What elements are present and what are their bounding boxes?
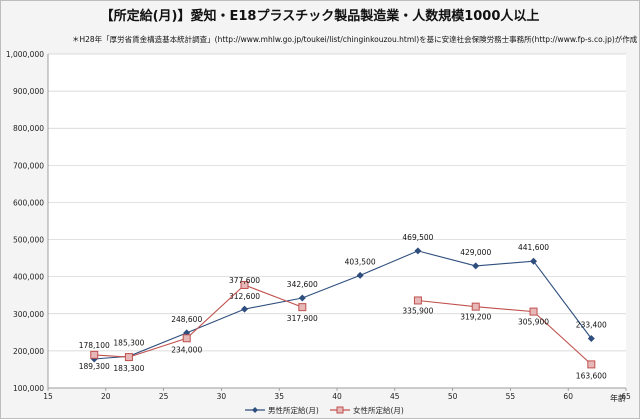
data-point-marker (90, 350, 99, 359)
data-point-marker (124, 353, 133, 362)
x-tick-label: 25 (159, 392, 169, 401)
data-label: 469,500 (402, 233, 433, 242)
data-label: 429,000 (460, 248, 491, 257)
data-point-marker (298, 303, 307, 312)
y-tick-label: 900,000 (13, 87, 44, 96)
series-line (417, 299, 592, 365)
data-point-marker (182, 334, 191, 343)
data-point-marker (587, 334, 595, 342)
series-line (94, 250, 592, 360)
legend-marker-male (252, 407, 258, 413)
data-point-marker (240, 280, 249, 289)
data-label: 234,000 (171, 345, 202, 354)
x-tick-label: 60 (563, 392, 573, 401)
plot-area (48, 54, 626, 388)
data-label: 248,600 (171, 315, 202, 324)
data-point-marker (529, 307, 538, 316)
y-tick-label: 1,000,000 (6, 50, 44, 59)
data-point-marker (356, 271, 364, 279)
data-label: 185,300 (113, 338, 144, 347)
y-tick-label: 300,000 (13, 310, 44, 319)
y-tick-label: 700,000 (13, 161, 44, 170)
x-tick-label: 20 (101, 392, 111, 401)
y-tick-label: 100,000 (13, 384, 44, 393)
data-label: 441,600 (518, 243, 549, 252)
data-point-marker (472, 262, 480, 270)
y-tick-label: 600,000 (13, 198, 44, 207)
data-point-marker (414, 247, 422, 255)
chart-title: 【所定給(月)】愛知・E18プラスチック製品製造業・人数規模1000人以上 (101, 8, 540, 24)
data-label: 183,300 (113, 364, 144, 373)
data-point-marker (413, 296, 422, 305)
legend-item-male: 男性所定給(月) (245, 405, 319, 415)
x-tick-label: 15 (43, 392, 53, 401)
legend: 男性所定給(月) 女性所定給(月) (245, 405, 404, 415)
data-point-marker (241, 305, 249, 313)
data-label: 377,600 (229, 276, 260, 285)
x-tick-label: 65 (621, 392, 631, 401)
x-tick-label: 45 (390, 392, 400, 401)
series-female: 189,300 183,300 234,000 377,600 317,900 335,9… (79, 276, 607, 380)
x-axis-label: 年齢 (610, 393, 626, 403)
data-label: 403,500 (345, 257, 376, 266)
data-label: 163,600 (576, 371, 607, 380)
x-tick-label: 55 (506, 392, 516, 401)
data-label: 305,900 (518, 318, 549, 327)
legend-label-female: 女性所定給(月) (353, 405, 404, 415)
x-axis-ticks: 15 20 25 30 35 40 45 50 55 60 65 (43, 388, 631, 401)
data-label: 312,600 (229, 292, 260, 301)
data-label: 189,300 (79, 362, 110, 371)
x-tick-label: 30 (217, 392, 227, 401)
data-point-marker (530, 257, 538, 265)
data-point-marker (298, 294, 306, 302)
data-label: 342,600 (287, 280, 318, 289)
data-label: 335,900 (402, 306, 433, 315)
y-tick-label: 400,000 (13, 273, 44, 282)
y-axis-ticks: 100,000 200,000 300,000 400,000 500,000 600,0… (6, 50, 44, 393)
x-tick-label: 40 (332, 392, 342, 401)
x-tick-label: 50 (448, 392, 458, 401)
data-label: 319,200 (460, 313, 491, 322)
y-tick-label: 800,000 (13, 124, 44, 133)
data-label: 317,900 (287, 314, 318, 323)
series-male: 178,100 185,300 248,600 312,600 342,600 403,5… (79, 233, 607, 363)
data-label: 233,400 (576, 320, 607, 329)
y-tick-label: 500,000 (13, 236, 44, 245)
chart-subtitle: ＊H28年「厚労省賃金構造基本統計調査」(http://www.mhlw.go.… (72, 34, 638, 44)
data-point-marker (587, 360, 596, 369)
x-tick-label: 35 (274, 392, 284, 401)
y-tick-label: 200,000 (13, 347, 44, 356)
legend-marker-female (336, 406, 344, 414)
legend-item-female: 女性所定給(月) (330, 405, 404, 415)
data-point-marker (471, 302, 480, 311)
legend-label-male: 男性所定給(月) (268, 405, 319, 415)
data-label: 178,100 (79, 341, 110, 350)
series-group: 178,100 185,300 248,600 312,600 342,600 403,5… (79, 233, 607, 381)
